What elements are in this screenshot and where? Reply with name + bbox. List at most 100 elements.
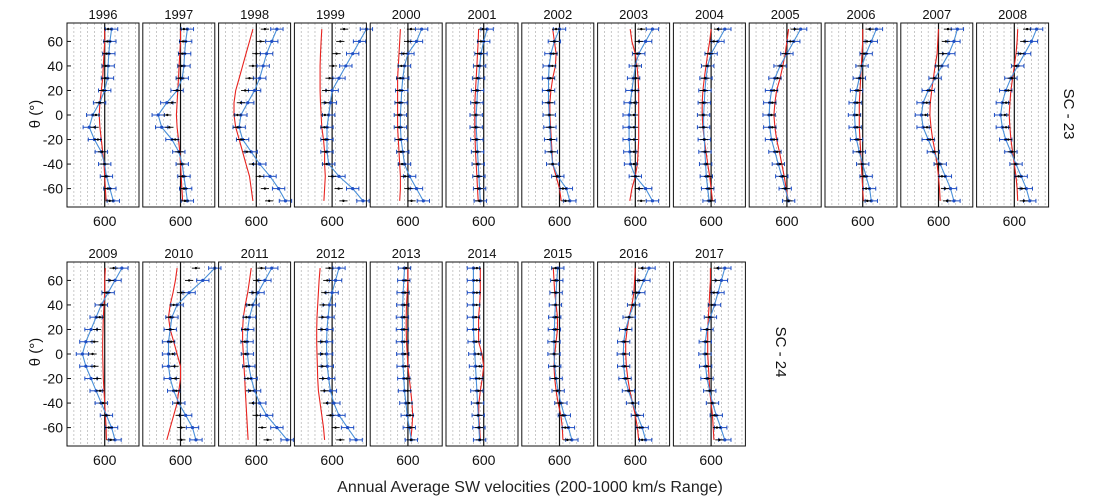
- panel-2017: 2017 600: [672, 246, 746, 468]
- blue-point: [723, 27, 727, 31]
- black-point: [409, 27, 413, 31]
- blue-point: [80, 352, 85, 356]
- black-point: [640, 27, 643, 31]
- black-point: [640, 438, 644, 442]
- black-point: [708, 187, 711, 190]
- black-point: [865, 40, 869, 43]
- black-point: [474, 328, 478, 331]
- y-axis-label-row1: θ (°): [27, 100, 44, 129]
- black-point: [406, 389, 409, 392]
- blue-point: [246, 101, 250, 105]
- y-tick-label: -60: [43, 181, 63, 197]
- y-tick-label: 60: [47, 272, 63, 288]
- black-point: [403, 352, 407, 356]
- black-point: [404, 279, 408, 282]
- blue-point: [327, 303, 331, 307]
- red-series-line-1997: [175, 29, 184, 201]
- x-axis-label: Annual Average SW velocities (200-1000 k…: [337, 479, 723, 496]
- black-point: [631, 303, 634, 307]
- panel-title-1997: 1997: [164, 7, 193, 22]
- blue-point: [627, 137, 631, 142]
- black-point: [183, 199, 187, 203]
- panel-1996: 1996 600 60 40 20 0 -20 -40 -60: [43, 7, 140, 229]
- black-point: [944, 40, 948, 43]
- black-point: [706, 377, 710, 380]
- black-point: [708, 316, 711, 319]
- black-point: [251, 64, 255, 68]
- black-point: [784, 187, 787, 190]
- black-point: [481, 27, 485, 31]
- blue-point: [1028, 199, 1032, 203]
- blue-point: [256, 291, 260, 295]
- panel-title-2014: 2014: [468, 246, 497, 261]
- blue-point: [84, 364, 88, 368]
- panel-2000: 2000 600: [369, 7, 443, 229]
- panel-grid: 19966006040200-20-40-6019976001998600199…: [43, 7, 1050, 468]
- blue-point: [165, 101, 169, 105]
- black-point: [323, 113, 327, 117]
- blue-point: [268, 174, 272, 178]
- blue-point: [333, 278, 338, 282]
- black-point: [324, 138, 327, 141]
- panel-title-2005: 2005: [771, 7, 800, 22]
- black-point: [407, 187, 410, 190]
- y-tick-label: 0: [55, 346, 63, 362]
- panel-2014: 2014 600: [445, 246, 519, 468]
- black-point: [107, 426, 111, 429]
- black-point: [1007, 138, 1010, 141]
- black-point: [780, 64, 783, 68]
- black-point: [103, 77, 107, 80]
- black-point: [168, 126, 171, 129]
- black-point: [477, 352, 480, 356]
- blue-point: [948, 187, 953, 191]
- black-point: [248, 77, 251, 80]
- black-point: [245, 316, 248, 319]
- black-point: [180, 162, 183, 166]
- black-point: [182, 187, 185, 190]
- black-point: [555, 175, 559, 178]
- black-point: [408, 414, 412, 417]
- panel-frame: [748, 22, 822, 208]
- blue-point: [253, 389, 257, 393]
- blue-point: [270, 266, 274, 270]
- black-point: [623, 352, 626, 356]
- blue-point: [275, 426, 279, 430]
- panel-title-1999: 1999: [316, 7, 345, 22]
- black-point: [106, 27, 110, 31]
- black-point: [478, 365, 481, 368]
- black-point: [632, 138, 636, 141]
- black-point: [478, 377, 481, 380]
- black-point: [549, 126, 552, 129]
- black-point: [105, 291, 108, 294]
- panel-frame: [597, 22, 671, 208]
- x-tick-label: 600: [320, 213, 344, 229]
- panel-title-1996: 1996: [89, 7, 118, 22]
- black-point: [402, 52, 405, 55]
- black-point: [478, 438, 482, 442]
- black-point: [635, 52, 639, 55]
- black-point: [324, 150, 327, 153]
- black-point: [404, 365, 407, 368]
- panel-frame: [369, 22, 443, 208]
- blue-point: [947, 52, 951, 56]
- black-point: [172, 303, 175, 307]
- blue-point: [258, 162, 262, 166]
- black-point: [554, 303, 557, 307]
- black-point: [93, 365, 96, 368]
- black-point: [101, 303, 104, 307]
- black-point: [940, 175, 944, 178]
- blue-point: [249, 150, 253, 154]
- black-point: [709, 199, 712, 203]
- panel-title-2003: 2003: [619, 7, 648, 22]
- black-point: [937, 162, 940, 166]
- black-point: [708, 389, 711, 392]
- x-tick-label: 600: [472, 452, 496, 468]
- black-point: [712, 40, 716, 43]
- y-tick-label: 0: [55, 107, 63, 123]
- black-point: [169, 328, 172, 331]
- black-point: [770, 113, 773, 117]
- black-point: [263, 27, 267, 31]
- black-point: [475, 291, 479, 294]
- panel-title-2002: 2002: [543, 7, 572, 22]
- black-point: [328, 266, 331, 270]
